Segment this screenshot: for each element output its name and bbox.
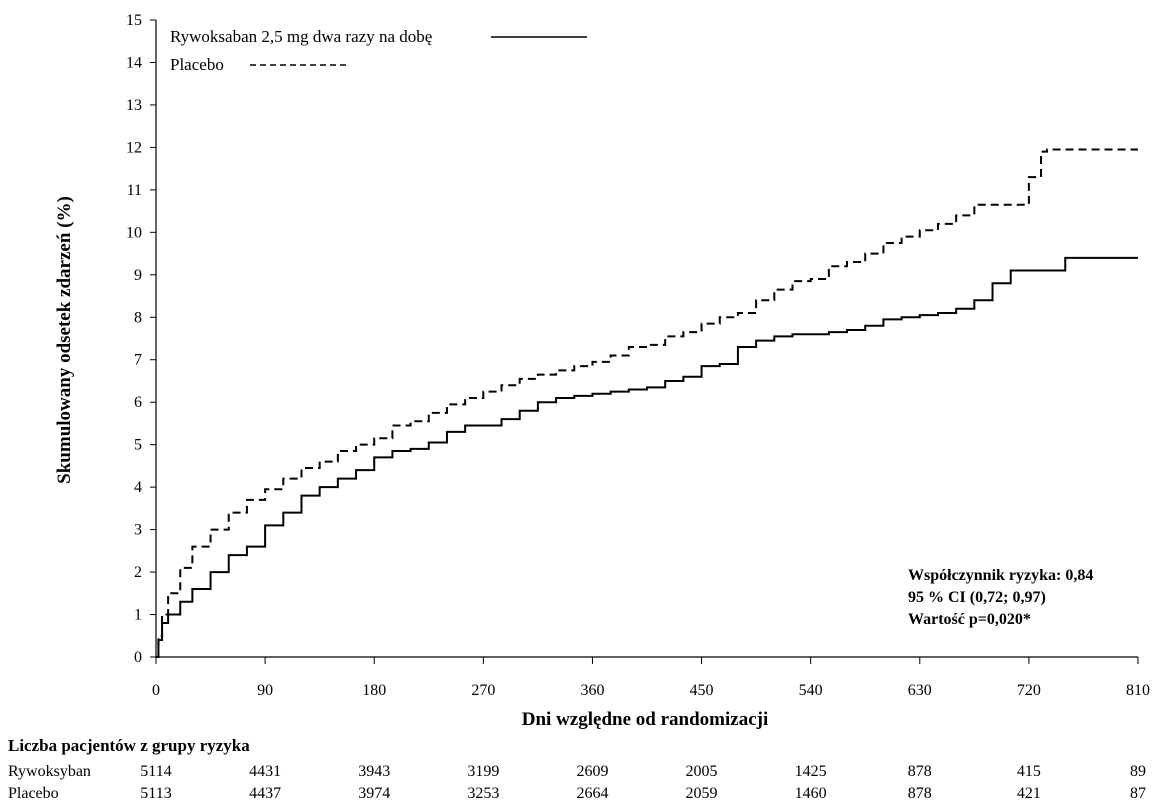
series-layer (156, 148, 1138, 658)
risk-cell: 3943 (358, 763, 390, 780)
x-tick-label: 630 (908, 682, 932, 699)
series-line-placebo (156, 148, 1138, 658)
y-tick-label: 15 (126, 12, 142, 29)
legend: Rywoksaban 2,5 mg dwa razy na dobę Place… (170, 27, 587, 74)
risk-cell: 878 (908, 763, 932, 780)
risk-cell: 421 (1017, 785, 1041, 802)
risk-cell: 2664 (576, 785, 608, 802)
risk-table-rows: Rywoksyban 5114 4431 3943 3199 2609 2005 1425 87… (8, 763, 1146, 802)
risk-row-label: Placebo (8, 785, 59, 802)
y-tick-label: 0 (134, 649, 142, 666)
legend-label-rivaroxaban: Rywoksaban 2,5 mg dwa razy na dobę (170, 27, 432, 46)
risk-cell: 3974 (358, 785, 390, 802)
y-tick-label: 4 (134, 479, 142, 496)
statistics-annotation: Współczynnik ryzyka: 0,84 95 % CI (0,72;… (908, 567, 1093, 628)
y-tick-label: 5 (134, 437, 142, 454)
y-tick-label: 11 (127, 182, 142, 199)
series-line-rivaroxaban (156, 256, 1138, 658)
risk-cell: 5113 (140, 785, 171, 802)
x-axis-title: Dni względne od randomizacji (522, 709, 768, 730)
y-tick-label: 10 (126, 224, 142, 241)
risk-cell: 3253 (467, 785, 499, 802)
x-axis: 0 90 180 270 360 450 540 630 720 810 (152, 656, 1150, 699)
x-tick-label: 0 (152, 682, 160, 699)
risk-cell: 5114 (140, 763, 171, 780)
x-tick-label: 270 (471, 682, 495, 699)
y-tick-label: 7 (134, 352, 142, 369)
y-tick-label: 3 (134, 522, 142, 539)
risk-cell: 1425 (795, 763, 827, 780)
risk-cell: 4437 (249, 785, 281, 802)
annotation-p-value: Wartość p=0,020* (908, 611, 1031, 628)
legend-label-placebo: Placebo (170, 55, 224, 74)
y-tick-label: 6 (134, 394, 142, 411)
risk-cell: 2059 (686, 785, 718, 802)
y-axis-title: Skumulowany odsetek zdarzeń (%) (54, 196, 75, 484)
x-tick-label: 450 (690, 682, 714, 699)
x-tick-label: 90 (257, 682, 273, 699)
x-tick-label: 810 (1126, 682, 1150, 699)
y-tick-label: 2 (134, 564, 142, 581)
y-tick-label: 14 (126, 54, 142, 71)
y-tick-label: 9 (134, 267, 142, 284)
risk-table-title: Liczba pacjentów z grupy ryzyka (8, 736, 250, 755)
annotation-confidence-interval: 95 % CI (0,72; 0,97) (908, 589, 1046, 606)
risk-table: Liczba pacjentów z grupy ryzyka Rywoksyb… (8, 736, 1146, 802)
x-tick-label: 540 (799, 682, 823, 699)
x-tick-label: 720 (1017, 682, 1041, 699)
risk-cell: 415 (1017, 763, 1041, 780)
y-tick-label: 13 (126, 97, 142, 114)
y-tick-label: 12 (126, 139, 142, 156)
annotation-hazard-ratio: Współczynnik ryzyka: 0,84 (908, 567, 1093, 584)
risk-cell: 4431 (249, 763, 281, 780)
risk-cell: 878 (908, 785, 932, 802)
risk-cell: 3199 (467, 763, 499, 780)
risk-cell: 2609 (576, 763, 608, 780)
y-tick-label: 8 (134, 309, 142, 326)
risk-cell: 2005 (686, 763, 718, 780)
risk-cell: 87 (1130, 785, 1146, 802)
risk-cell: 1460 (795, 785, 827, 802)
y-tick-label: 1 (134, 607, 142, 624)
risk-cell: 89 (1130, 763, 1146, 780)
x-tick-label: 360 (580, 682, 604, 699)
risk-row-label: Rywoksyban (8, 763, 91, 780)
x-tick-label: 180 (362, 682, 386, 699)
